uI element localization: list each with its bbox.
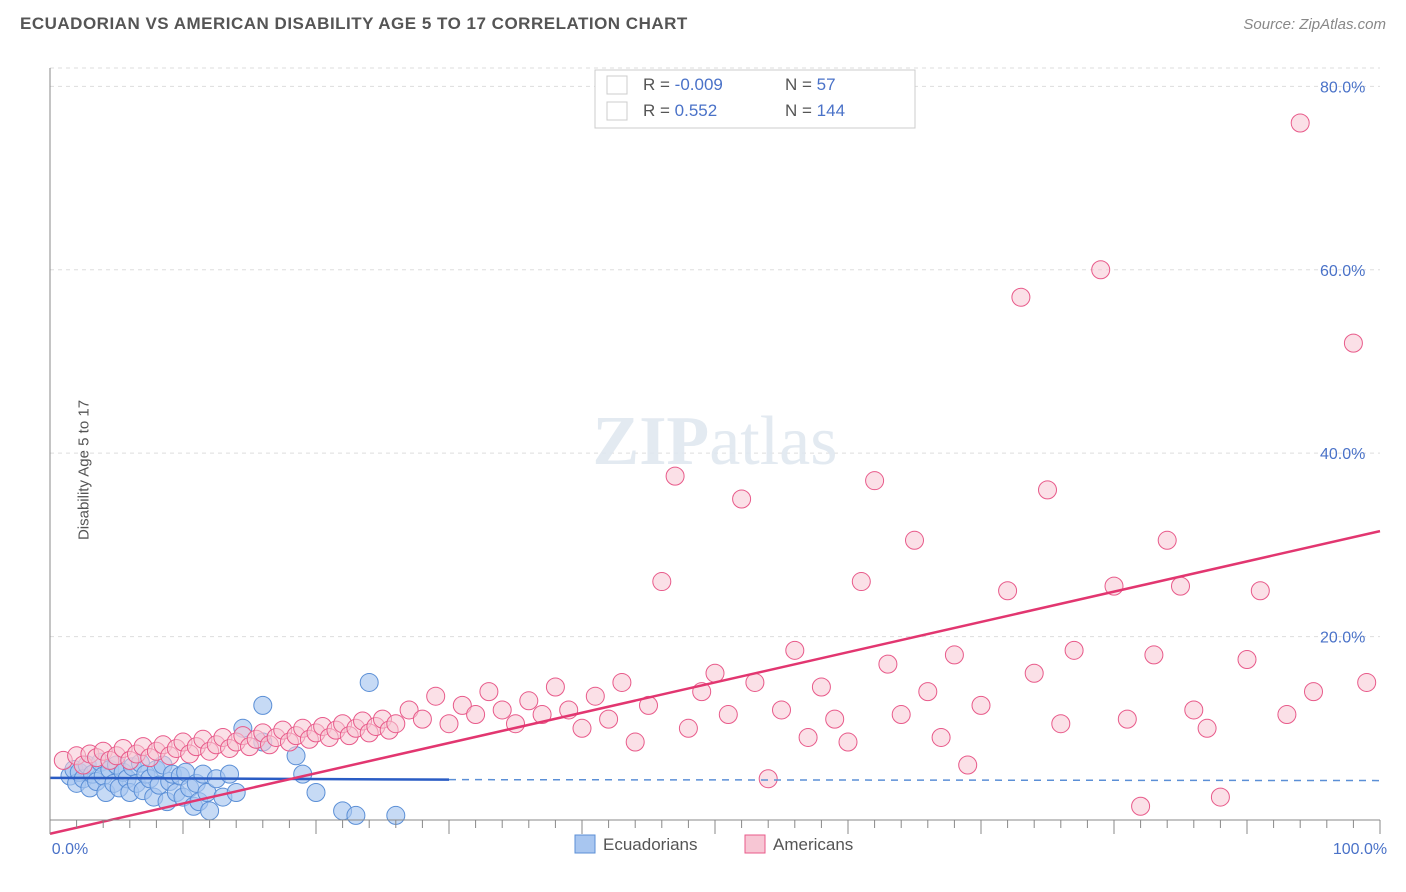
data-point xyxy=(945,646,963,664)
data-point xyxy=(467,706,485,724)
data-point xyxy=(347,806,365,824)
data-point xyxy=(786,641,804,659)
data-point xyxy=(1012,288,1030,306)
data-point xyxy=(1172,577,1190,595)
data-point xyxy=(221,765,239,783)
data-point xyxy=(480,683,498,701)
watermark: ZIPatlas xyxy=(593,403,838,480)
data-point xyxy=(653,573,671,591)
data-point xyxy=(679,719,697,737)
data-point xyxy=(826,710,844,728)
data-point xyxy=(706,664,724,682)
data-point xyxy=(520,692,538,710)
data-point xyxy=(1092,261,1110,279)
data-point xyxy=(626,733,644,751)
scatter-chart: ZIPatlas 20.0% 40.0% 60.0% 80.0% 0.0% 100.0% R … xyxy=(0,48,1406,892)
data-point xyxy=(360,673,378,691)
chart-container: Disability Age 5 to 17 ZIPatlas 20.0% 40.0… xyxy=(0,48,1406,892)
y-axis-label: Disability Age 5 to 17 xyxy=(76,400,93,540)
data-point xyxy=(427,687,445,705)
data-point xyxy=(1278,706,1296,724)
data-point xyxy=(746,673,764,691)
data-point xyxy=(812,678,830,696)
data-point xyxy=(799,728,817,746)
data-point xyxy=(413,710,431,728)
stat-r-label: R = 0.552 xyxy=(643,101,717,120)
stat-n-label: N = 57 xyxy=(785,75,836,94)
y-tick-label: 20.0% xyxy=(1320,630,1365,647)
data-point xyxy=(906,531,924,549)
data-point xyxy=(1185,701,1203,719)
source-attribution: Source: ZipAtlas.com xyxy=(1243,16,1386,33)
data-point xyxy=(773,701,791,719)
data-point xyxy=(1211,788,1229,806)
data-point xyxy=(1118,710,1136,728)
trend-extend-ecuadorians xyxy=(449,780,1380,781)
data-point xyxy=(387,715,405,733)
data-point xyxy=(573,719,591,737)
source-name: ZipAtlas.com xyxy=(1299,16,1386,33)
data-point xyxy=(719,706,737,724)
legend-swatch xyxy=(575,835,595,853)
chart-header: ECUADORIAN VS AMERICAN DISABILITY AGE 5 … xyxy=(0,0,1406,48)
stat-box: R = -0.009 N = 57 R = 0.552 N = 144 xyxy=(595,70,915,128)
x-max-label: 100.0% xyxy=(1333,841,1387,858)
stat-n-label: N = 144 xyxy=(785,101,845,120)
bottom-legend: Ecuadorians Americans xyxy=(575,835,853,854)
data-point xyxy=(586,687,604,705)
data-point xyxy=(307,783,325,801)
data-point xyxy=(1065,641,1083,659)
data-point xyxy=(1052,715,1070,733)
trend-line-americans xyxy=(50,531,1380,834)
data-point xyxy=(1039,481,1057,499)
data-point xyxy=(1305,683,1323,701)
legend-label: Americans xyxy=(773,835,853,854)
data-point xyxy=(879,655,897,673)
chart-title: ECUADORIAN VS AMERICAN DISABILITY AGE 5 … xyxy=(20,14,688,34)
data-point xyxy=(839,733,857,751)
data-point xyxy=(919,683,937,701)
stat-swatch xyxy=(607,76,627,94)
data-point xyxy=(932,728,950,746)
data-point xyxy=(666,467,684,485)
data-point xyxy=(759,770,777,788)
y-tick-label: 60.0% xyxy=(1320,263,1365,280)
data-point xyxy=(866,472,884,490)
data-point xyxy=(959,756,977,774)
y-tick-label: 80.0% xyxy=(1320,79,1365,96)
legend-swatch xyxy=(745,835,765,853)
data-point xyxy=(493,701,511,719)
source-prefix: Source: xyxy=(1243,16,1299,33)
data-point xyxy=(613,673,631,691)
data-point xyxy=(852,573,870,591)
stat-r-label: R = -0.009 xyxy=(643,75,723,94)
stat-swatch xyxy=(607,102,627,120)
data-point xyxy=(600,710,618,728)
data-point xyxy=(1251,582,1269,600)
data-point xyxy=(1132,797,1150,815)
data-point xyxy=(972,696,990,714)
data-point xyxy=(1344,334,1362,352)
data-point xyxy=(1025,664,1043,682)
data-point xyxy=(733,490,751,508)
grid xyxy=(50,68,1380,637)
data-point xyxy=(999,582,1017,600)
legend-label: Ecuadorians xyxy=(603,835,698,854)
data-point xyxy=(201,802,219,820)
data-point xyxy=(440,715,458,733)
data-point xyxy=(1358,673,1376,691)
x-min-label: 0.0% xyxy=(52,841,88,858)
data-point xyxy=(1145,646,1163,664)
y-tick-label: 40.0% xyxy=(1320,446,1365,463)
data-point xyxy=(892,706,910,724)
data-point xyxy=(1238,651,1256,669)
data-point xyxy=(1291,114,1309,132)
data-point xyxy=(1158,531,1176,549)
data-point xyxy=(546,678,564,696)
data-point xyxy=(254,696,272,714)
data-point xyxy=(1198,719,1216,737)
